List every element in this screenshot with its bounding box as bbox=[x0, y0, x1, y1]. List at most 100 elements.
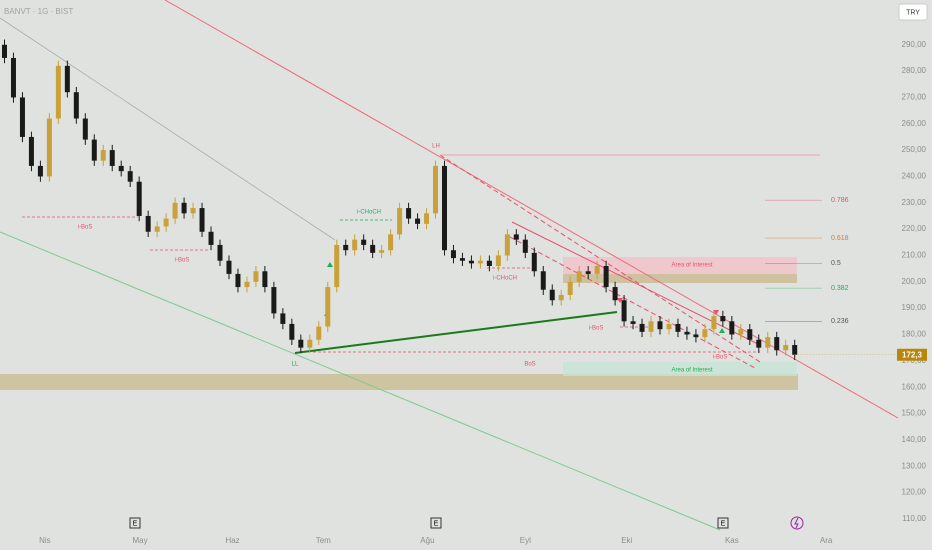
candle-body bbox=[172, 202, 178, 219]
candle-body bbox=[343, 244, 349, 251]
candle-body bbox=[621, 300, 627, 322]
channel-line bbox=[0, 231, 721, 531]
symbol-title: BANVT · 1G · BIST bbox=[4, 7, 73, 16]
candle-body bbox=[127, 171, 133, 182]
candle-body bbox=[630, 321, 636, 324]
y-tick-label: 210,00 bbox=[902, 251, 927, 260]
y-tick-label: 280,00 bbox=[902, 66, 927, 75]
last-price-label: 172,3 bbox=[902, 350, 923, 359]
annotation: LH bbox=[432, 144, 440, 150]
candle-body bbox=[100, 150, 106, 161]
x-tick-label: Kas bbox=[725, 536, 739, 545]
y-tick-label: 250,00 bbox=[902, 145, 927, 154]
candle-body bbox=[450, 250, 456, 259]
candle-body bbox=[702, 329, 708, 338]
candle-body bbox=[298, 339, 304, 348]
marker bbox=[719, 328, 725, 333]
event-box[interactable] bbox=[430, 517, 442, 529]
annotation: i-CHoCH bbox=[357, 210, 381, 216]
candle-body bbox=[666, 323, 672, 330]
candle-body bbox=[280, 313, 286, 324]
candle-body bbox=[468, 260, 474, 264]
news-icon[interactable] bbox=[790, 516, 804, 530]
supply-zone bbox=[563, 274, 797, 283]
candle-body bbox=[513, 234, 519, 240]
candle-body bbox=[235, 273, 241, 288]
candle-body bbox=[756, 339, 762, 348]
candle-body bbox=[415, 218, 421, 224]
x-tick-label: Ara bbox=[820, 536, 833, 545]
candle-body bbox=[28, 136, 34, 166]
y-tick-label: 240,00 bbox=[902, 172, 927, 181]
candle-body bbox=[486, 260, 492, 266]
candle-body bbox=[603, 266, 609, 288]
candle-body bbox=[693, 334, 699, 338]
interest-area-upper bbox=[563, 257, 797, 274]
event-box[interactable] bbox=[129, 517, 141, 529]
candle-body bbox=[316, 326, 322, 340]
x-tick-label: Ağu bbox=[420, 536, 434, 545]
candle-body bbox=[325, 287, 331, 327]
event-icon[interactable]: E bbox=[717, 517, 729, 529]
currency-button[interactable] bbox=[898, 3, 928, 21]
annotation: LL bbox=[292, 362, 299, 368]
annotation: Area of Interest bbox=[671, 368, 712, 374]
candle-body bbox=[684, 331, 690, 335]
interest-area-lower bbox=[563, 362, 797, 376]
y-tick-label: 130,00 bbox=[902, 461, 927, 470]
marker bbox=[617, 298, 623, 303]
y-tick-label: 120,00 bbox=[902, 488, 927, 497]
candle-body bbox=[289, 323, 295, 340]
candle-body bbox=[424, 213, 430, 224]
candle-body bbox=[585, 271, 591, 274]
event-letter[interactable]: E bbox=[434, 520, 439, 527]
candle-body bbox=[10, 57, 16, 98]
event-letter[interactable]: E bbox=[133, 520, 138, 527]
candle-body bbox=[271, 287, 277, 314]
candle-body bbox=[199, 208, 205, 232]
annotation: i-CHoCH bbox=[493, 276, 517, 282]
candle-body bbox=[244, 281, 250, 288]
y-tick-label: 270,00 bbox=[902, 93, 927, 102]
candle-body bbox=[720, 316, 726, 322]
candle-body bbox=[504, 234, 510, 256]
currency-label[interactable]: TRY bbox=[906, 9, 920, 16]
candle-body bbox=[495, 255, 501, 266]
candle-body bbox=[1, 44, 7, 58]
candle-body bbox=[765, 337, 771, 348]
candle-body bbox=[576, 271, 582, 282]
y-tick-label: 160,00 bbox=[902, 382, 927, 391]
candle-body bbox=[522, 239, 528, 253]
event-letter[interactable]: E bbox=[721, 520, 726, 527]
candle-body bbox=[675, 323, 681, 332]
candle-body bbox=[217, 244, 223, 261]
event-icon[interactable]: E bbox=[430, 517, 442, 529]
y-tick-label: 150,00 bbox=[902, 409, 927, 418]
candle-body bbox=[118, 165, 124, 172]
event-box[interactable] bbox=[717, 517, 729, 529]
candle-body bbox=[774, 337, 780, 351]
candle-body bbox=[558, 294, 564, 301]
annotation: i-BoS bbox=[589, 326, 604, 332]
candle-body bbox=[370, 244, 376, 253]
marker bbox=[327, 262, 333, 267]
news-icon-bolt[interactable] bbox=[794, 517, 799, 529]
annotation: i-BoS bbox=[78, 225, 93, 231]
event-icon[interactable]: E bbox=[129, 517, 141, 529]
y-tick-label: 260,00 bbox=[902, 119, 927, 128]
candle-body bbox=[226, 260, 232, 274]
candle-body bbox=[55, 65, 61, 119]
candle-body bbox=[19, 97, 25, 137]
fib-label: 0.236 bbox=[831, 318, 849, 325]
candle-body bbox=[136, 181, 142, 216]
y-tick-label: 180,00 bbox=[902, 330, 927, 339]
y-tick-label: 110,00 bbox=[902, 514, 926, 523]
candle-body bbox=[379, 250, 385, 253]
candle-body bbox=[352, 239, 358, 251]
candle-body bbox=[477, 260, 483, 264]
candle-body bbox=[459, 258, 465, 261]
y-tick-label: 200,00 bbox=[902, 277, 927, 286]
candle-body bbox=[792, 345, 798, 355]
candle-body bbox=[567, 281, 573, 295]
x-tick-label: Eyl bbox=[520, 536, 531, 545]
